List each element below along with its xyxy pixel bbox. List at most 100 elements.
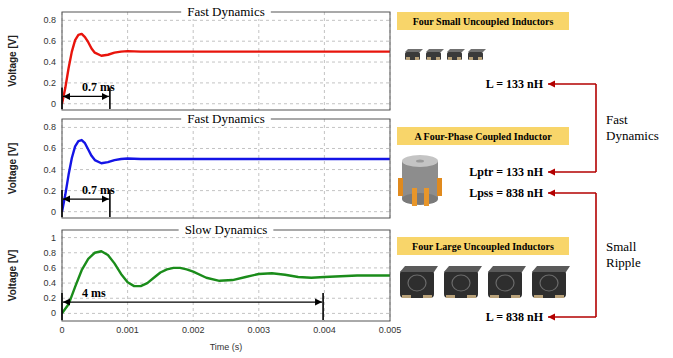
inductance-value: Lpss = 838 nH xyxy=(469,186,544,200)
annotation-arrow xyxy=(63,198,109,199)
grid-line-x xyxy=(193,119,194,218)
bracket-arrow xyxy=(548,83,596,85)
annotation-arrow xyxy=(63,96,109,97)
small-inductor-icon xyxy=(468,49,486,60)
x-axis-label: Time (s) xyxy=(210,342,243,352)
y-tick-label: 0.8 xyxy=(43,248,56,258)
y-tick-label: 0.6 xyxy=(43,143,56,153)
grid-line-x xyxy=(193,12,194,110)
annotation-text: 0.7 ms xyxy=(82,80,115,94)
grid-line-x xyxy=(127,12,128,110)
plot-background xyxy=(62,119,390,218)
bracket-line xyxy=(595,84,597,172)
y-tick-label: 0.2 xyxy=(43,293,56,303)
y-axis-label: Voltage [V] xyxy=(7,250,18,301)
small-inductor-icon xyxy=(447,49,465,60)
option-label: A Four-Phase Coupled Inductor xyxy=(414,131,552,142)
icon-body xyxy=(444,270,478,298)
y-axis-label: Voltage [V] xyxy=(7,143,18,194)
grid-line-y xyxy=(62,41,390,42)
y-tick-label: 0.4 xyxy=(43,57,56,67)
icon-top xyxy=(488,266,526,272)
y-tick-label: 1 xyxy=(51,233,56,243)
y-tick-label: 0.8 xyxy=(43,122,56,132)
option-box xyxy=(397,12,569,30)
y-tick-label: 0.8 xyxy=(43,15,56,25)
bracket-label: Ripple xyxy=(606,255,641,270)
icon-bottom xyxy=(402,193,438,205)
series-line xyxy=(62,140,390,212)
icon-tab xyxy=(412,188,417,206)
chart-panel: 00.20.40.60.8100.0010.0020.0030.0040.005… xyxy=(7,222,401,352)
icon-hole xyxy=(416,159,424,162)
large-inductor-icon xyxy=(400,266,438,298)
y-tick-label: 0 xyxy=(51,207,56,217)
large-inductor-icon xyxy=(444,266,482,298)
grid-line-y xyxy=(62,267,390,268)
grid-line-y xyxy=(62,237,390,238)
annotation-arrow xyxy=(63,301,322,302)
grid-line-x xyxy=(258,12,259,110)
option-box xyxy=(397,127,569,145)
icon-body xyxy=(447,52,462,60)
grid-line-x xyxy=(324,119,325,218)
grid-line-x xyxy=(258,119,259,218)
icon-pad xyxy=(534,295,543,298)
diagram: Four Small Uncoupled InductorsL = 133 nH… xyxy=(397,12,659,324)
icon-winding xyxy=(496,275,514,291)
grid-line-y xyxy=(62,20,390,21)
icon-tab xyxy=(424,188,429,206)
x-tick-label: 0.001 xyxy=(116,325,139,335)
icon-winding xyxy=(540,275,558,291)
icon-top xyxy=(444,266,482,272)
grid-line-y xyxy=(62,252,390,253)
y-axis-label: Voltage [V] xyxy=(7,35,18,86)
icon-body xyxy=(488,270,522,298)
title-background xyxy=(181,5,271,19)
title-background xyxy=(181,112,271,126)
annotation-marker xyxy=(61,87,63,109)
icon-pad xyxy=(511,295,520,298)
bracket-arrow xyxy=(548,192,596,194)
plot-frame xyxy=(62,119,390,218)
annotation-marker xyxy=(61,190,63,217)
panel-title: Fast Dynamics xyxy=(187,111,265,126)
bracket-arrow xyxy=(548,171,596,173)
y-tick-label: 0.6 xyxy=(43,36,56,46)
icon-pad xyxy=(457,57,461,60)
grid-line-x xyxy=(127,119,128,218)
icon-tab xyxy=(437,178,442,196)
icon-winding xyxy=(452,275,470,291)
y-tick-label: 0 xyxy=(51,99,56,109)
x-tick-label: 0.004 xyxy=(313,325,336,335)
icon-body xyxy=(532,270,566,298)
large-inductor-icon xyxy=(532,266,570,298)
icon-pad xyxy=(478,57,482,60)
icon-pad xyxy=(490,295,499,298)
plot-frame xyxy=(62,12,390,110)
icon-top xyxy=(400,266,438,272)
x-tick-label: 0.005 xyxy=(379,325,402,335)
icon-pad xyxy=(423,295,432,298)
bracket-line xyxy=(595,193,597,317)
icon-top xyxy=(532,266,570,272)
icon-pad xyxy=(469,57,473,60)
grid-line-y xyxy=(62,127,390,128)
grid-line-y xyxy=(62,211,390,212)
icon-top xyxy=(402,155,438,167)
grid-line-y xyxy=(62,148,390,149)
grid-line-y xyxy=(62,169,390,170)
inductance-value: L = 838 nH xyxy=(486,310,544,324)
series-group xyxy=(62,251,390,313)
icon-pad xyxy=(436,57,440,60)
icon-pad xyxy=(406,57,410,60)
icon-body xyxy=(426,52,441,60)
option-box xyxy=(397,237,569,255)
y-tick-label: 0.2 xyxy=(43,78,56,88)
y-tick-label: 0.6 xyxy=(43,263,56,273)
bracket-label: Fast xyxy=(606,112,628,127)
y-tick-label: 0.4 xyxy=(43,165,56,175)
small-inductor-icon xyxy=(426,49,444,60)
grid-line-y xyxy=(62,283,390,284)
series-line xyxy=(62,251,390,313)
